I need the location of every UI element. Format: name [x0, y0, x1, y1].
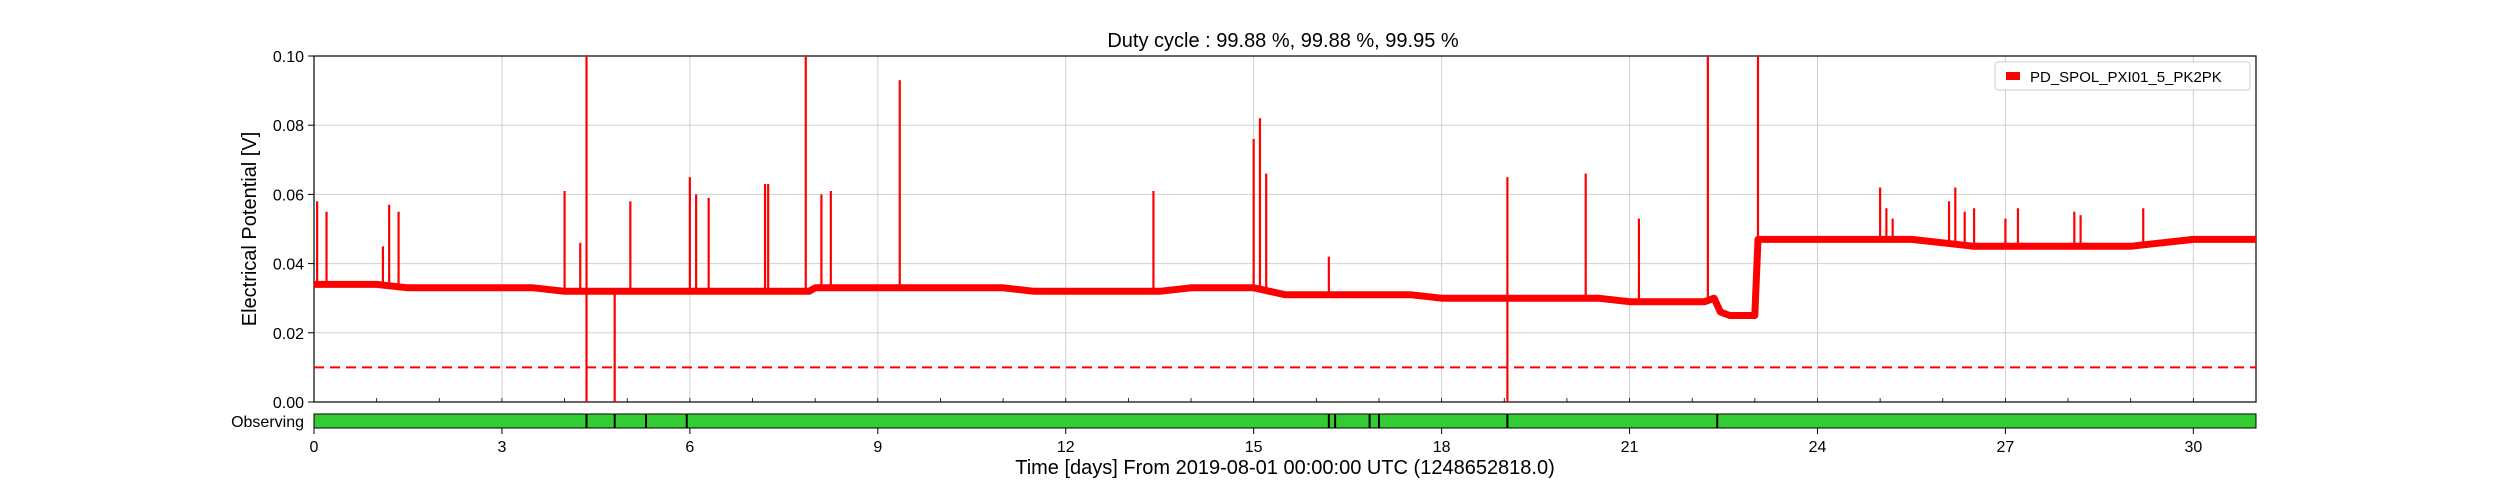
y-tick-label: 0.10 — [273, 49, 304, 66]
x-tick-label: 18 — [1433, 439, 1451, 456]
x-tick-label: 21 — [1621, 439, 1639, 456]
series-line — [314, 235, 2256, 319]
x-tick-label: 12 — [1057, 439, 1075, 456]
x-tick-label: 27 — [1997, 439, 2015, 456]
legend-label: PD_SPOL_PXI01_5_PK2PK — [2030, 69, 2222, 86]
y-tick-label: 0.08 — [273, 118, 304, 135]
x-tick-label: 0 — [310, 439, 319, 456]
x-tick-label: 24 — [1809, 439, 1827, 456]
legend-swatch — [2006, 72, 2020, 80]
y-axis-label: Electrical Potential [V] — [239, 132, 261, 327]
x-tick-label: 15 — [1245, 439, 1263, 456]
x-tick-label: 6 — [685, 439, 694, 456]
x-tick-label: 30 — [2184, 439, 2202, 456]
x-tick-label: 3 — [497, 439, 506, 456]
y-axis-ticks: 0.00 0.02 0.04 0.06 0.08 0.10 — [273, 49, 314, 412]
series-line-core — [314, 237, 2256, 317]
y-tick-label: 0.00 — [273, 395, 304, 412]
series-pd-spol-pxi01-5-pk2pk — [314, 56, 2256, 402]
plot-area-frame — [313, 55, 2257, 403]
legend-box — [1994, 61, 2251, 91]
chart-title: Duty cycle : 99.88 %, 99.88 %, 99.95 % — [1107, 30, 1459, 52]
x-axis-label: Time [days] From 2019-08-01 00:00:00 UTC… — [1015, 457, 1555, 479]
state-bar-gaps — [585, 414, 1719, 428]
x-axis-ticks: 0 3 6 9 12 15 18 21 24 27 30 — [310, 398, 2257, 456]
state-bar-label: Observing — [231, 414, 304, 431]
x-tick-label: 9 — [873, 439, 882, 456]
y-tick-label: 0.04 — [273, 257, 304, 274]
y-tick-label: 0.06 — [273, 187, 304, 204]
y-tick-label: 0.02 — [273, 326, 304, 343]
state-bar-observing — [313, 413, 2257, 429]
legend: PD_SPOL_PXI01_5_PK2PK — [1994, 61, 2251, 91]
state-bar: Observing — [231, 413, 2257, 431]
